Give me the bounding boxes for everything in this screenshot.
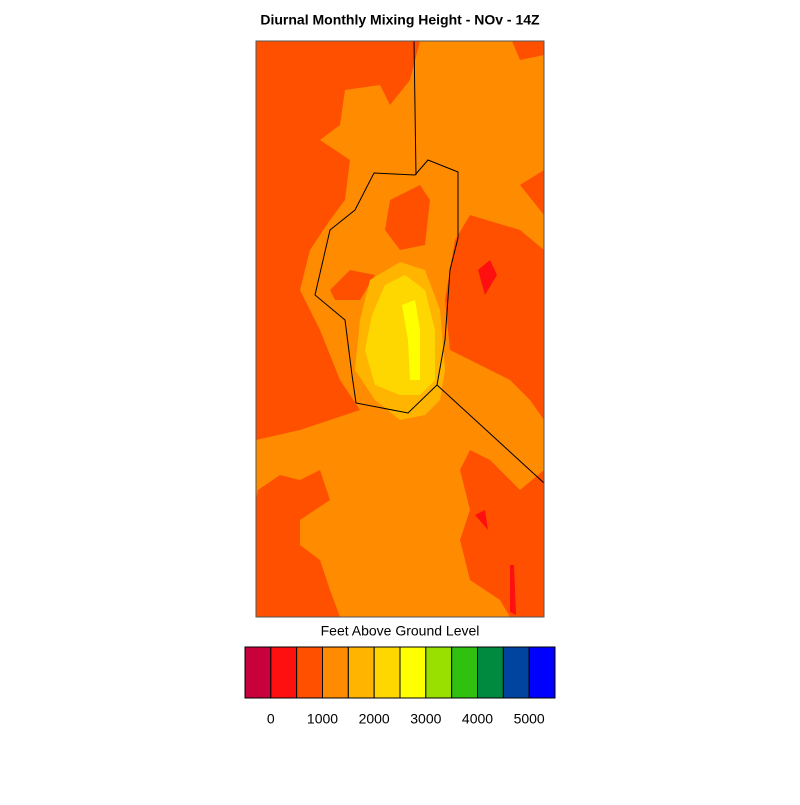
colorbar-box [347, 646, 375, 699]
colorbar-box [502, 646, 530, 699]
colorbar-tick-label: 4000 [462, 711, 493, 727]
colorbar-tick-label: 0 [267, 711, 275, 727]
colorbar-box [270, 646, 298, 699]
contour-region [385, 185, 430, 250]
contour-region [510, 565, 516, 615]
colorbar-box [244, 646, 272, 699]
chart-title: Diurnal Monthly Mixing Height - NOv - 14… [260, 12, 540, 28]
contour-region [475, 510, 488, 530]
colorbar-box [322, 646, 349, 699]
colorbar-box [373, 646, 401, 699]
boundary [314, 159, 459, 414]
colorbar-tick-label: 1000 [307, 711, 338, 727]
boundary [436, 384, 545, 484]
colorbar-box [296, 646, 323, 699]
colorbar-box [451, 646, 478, 699]
colorbar-tick-label: 2000 [359, 711, 390, 727]
colorbar-tick-label: 5000 [514, 711, 545, 727]
colorbar-box [399, 646, 427, 699]
plot-frame [255, 40, 545, 618]
colorbar-box [528, 646, 556, 699]
boundary [413, 40, 417, 176]
colorbar-label: Feet Above Ground Level [321, 623, 480, 639]
colorbar-box [477, 646, 504, 699]
colorbar-tick-label: 3000 [410, 711, 441, 727]
colorbar-box [425, 646, 453, 699]
contour-field [255, 40, 545, 618]
contour-region [330, 270, 375, 300]
contour-region [478, 260, 497, 295]
contour-region [402, 300, 420, 380]
